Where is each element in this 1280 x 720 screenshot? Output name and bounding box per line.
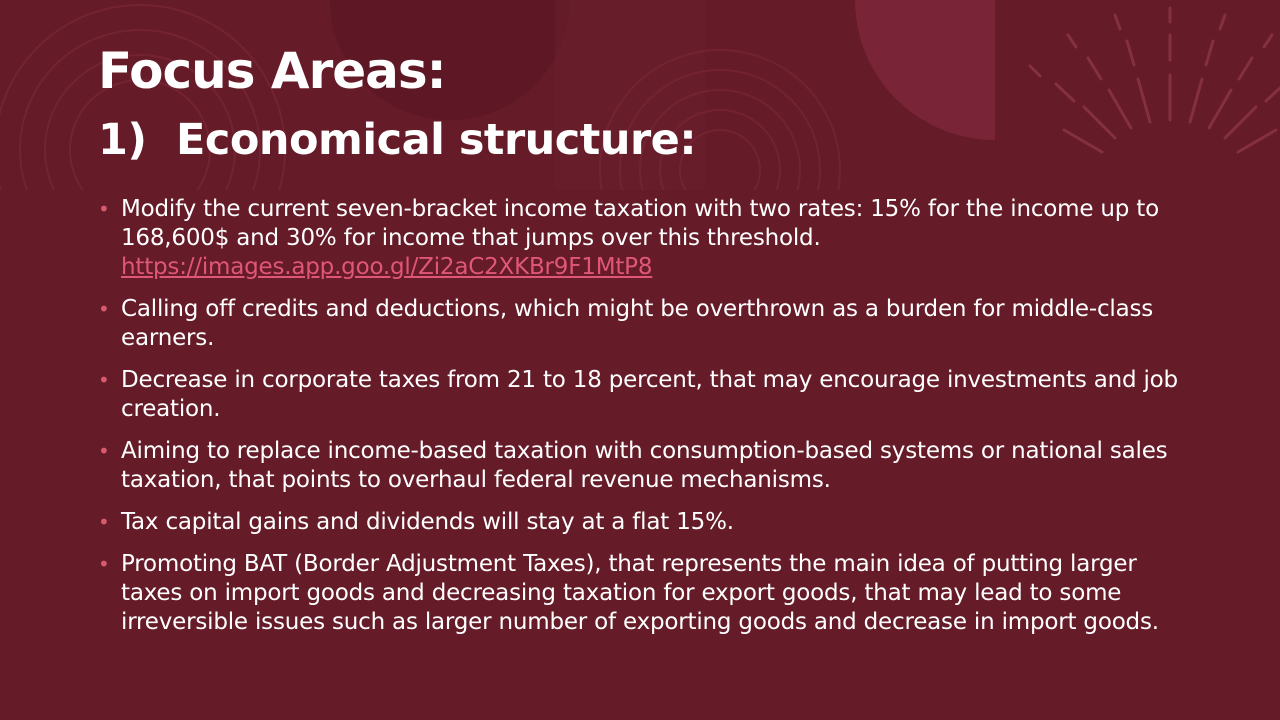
bullet-icon: • [98,368,110,392]
bullet-text: Tax capital gains and dividends will sta… [121,509,734,535]
bullet-text: Promoting BAT (Border Adjustment Taxes),… [121,551,1159,635]
bullet-item: • Tax capital gains and dividends will s… [98,508,1183,537]
bullet-item: • Promoting BAT (Border Adjustment Taxes… [98,550,1183,637]
bullet-item: • Decrease in corporate taxes from 21 to… [98,366,1183,424]
bullet-icon: • [98,510,110,534]
bullet-list: • Modify the current seven-bracket incom… [98,195,1183,650]
decorative-header-pattern [0,0,1280,190]
bullet-text: Aiming to replace income-based taxation … [121,438,1168,493]
slide-title: Focus Areas: [98,42,447,100]
subtitle-number: 1) [98,115,147,165]
bullet-item: • Aiming to replace income-based taxatio… [98,437,1183,495]
bullet-item: • Modify the current seven-bracket incom… [98,195,1183,282]
bullet-icon: • [98,297,110,321]
subtitle-text: Economical structure: [176,115,697,165]
bullet-text: Decrease in corporate taxes from 21 to 1… [121,367,1178,422]
bullet-text: Modify the current seven-bracket income … [121,196,1159,251]
bullet-icon: • [98,197,110,221]
bullet-text: Calling off credits and deductions, whic… [121,296,1154,351]
slide-subtitle: 1) Economical structure: [98,112,697,168]
reference-link[interactable]: https://images.app.goo.gl/Zi2aC2XKBr9F1M… [121,254,653,280]
bullet-item: • Calling off credits and deductions, wh… [98,295,1183,353]
bullet-icon: • [98,552,110,576]
bullet-icon: • [98,439,110,463]
